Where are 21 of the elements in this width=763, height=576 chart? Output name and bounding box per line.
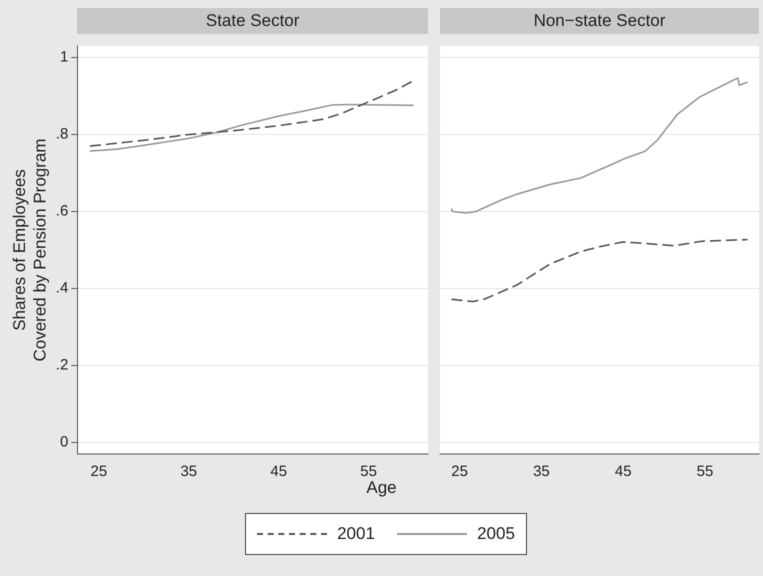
legend-label: 2005: [477, 524, 515, 544]
x-axis-title: Age: [366, 478, 397, 497]
y-tick-label: .8: [56, 126, 68, 143]
x-tick-label: 25: [451, 463, 468, 480]
x-tick-label: 45: [614, 463, 632, 480]
chart-title: State Sector: [77, 8, 428, 34]
x-tick-label: 35: [533, 463, 550, 480]
x-tick-label: 45: [270, 463, 288, 480]
x-tick-label: 55: [696, 463, 714, 480]
legend-label: 2001: [337, 524, 375, 544]
y-axis-title: Shares of Employees Covered by Pension Program: [10, 138, 50, 362]
line-series: [89, 80, 414, 147]
y-tick-label: 1: [60, 48, 68, 66]
x-tick-label: 55: [360, 463, 377, 480]
chart-title: Non−state Sector: [440, 8, 759, 34]
x-tick-label: 35: [180, 463, 198, 480]
y-tick-label: .4: [56, 280, 68, 297]
y-tick-label: .6: [56, 202, 68, 220]
x-tick-label: 25: [90, 463, 108, 480]
y-tick-label: 0: [60, 434, 68, 451]
y-tick-label: .2: [56, 356, 68, 374]
